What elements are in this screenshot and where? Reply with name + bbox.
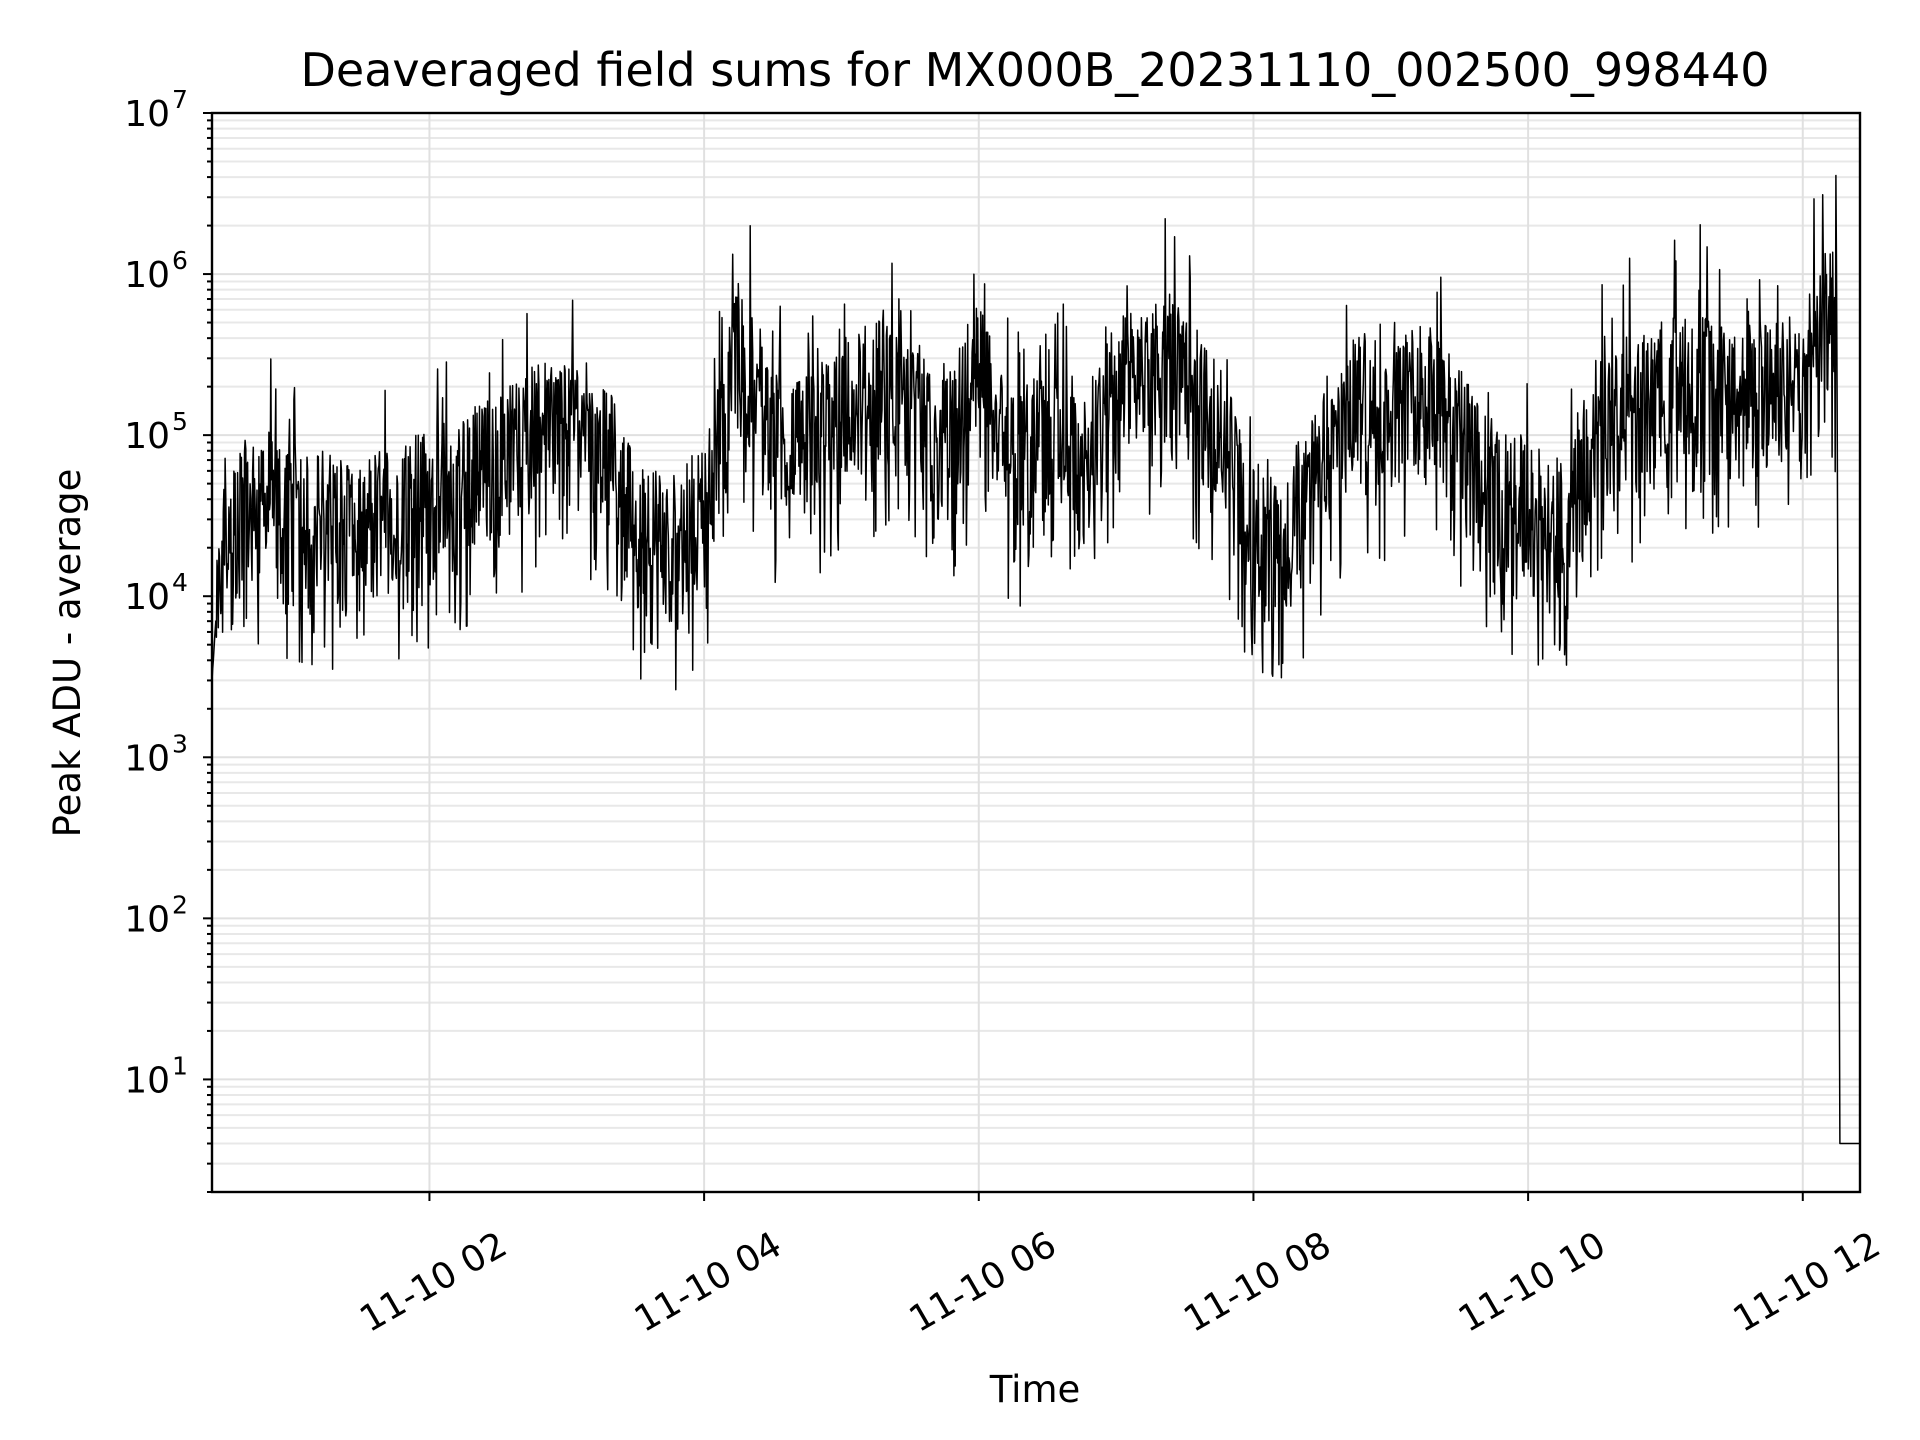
x-tick-label: 11-10 10 — [1452, 1224, 1613, 1340]
y-tick-exponent: 1 — [172, 1051, 188, 1080]
x-tick-label: 11-10 04 — [628, 1224, 789, 1340]
y-tick-label: 10 — [124, 1060, 170, 1101]
x-tick-label: 11-10 08 — [1177, 1224, 1338, 1340]
y-tick-exponent: 7 — [172, 85, 188, 114]
y-tick-label: 10 — [124, 94, 170, 135]
x-axis-label: Time — [989, 1368, 1081, 1411]
y-tick-label: 10 — [124, 577, 170, 618]
series-line — [211, 174, 1860, 1145]
y-axis-label: Peak ADU - average — [46, 469, 89, 838]
plot-frame — [210, 111, 1862, 1194]
chart-title: Deaveraged field sums for MX000B_2023111… — [300, 43, 1769, 97]
x-tick-label: 11-10 12 — [1727, 1224, 1888, 1340]
y-tick-exponent: 6 — [172, 246, 188, 275]
x-tick-label: 11-10 06 — [903, 1224, 1064, 1340]
grid — [212, 112, 1860, 1193]
y-tick-label: 10 — [124, 738, 170, 779]
y-tick-label: 10 — [124, 899, 170, 940]
x-tick-label: 11-10 02 — [353, 1224, 514, 1340]
y-tick-exponent: 5 — [172, 407, 188, 436]
y-tick-label: 10 — [124, 416, 170, 457]
y-tick-exponent: 2 — [172, 890, 188, 919]
y-tick-exponent: 4 — [172, 568, 188, 597]
y-tick-exponent: 3 — [172, 729, 188, 758]
y-tick-label: 10 — [124, 255, 170, 296]
